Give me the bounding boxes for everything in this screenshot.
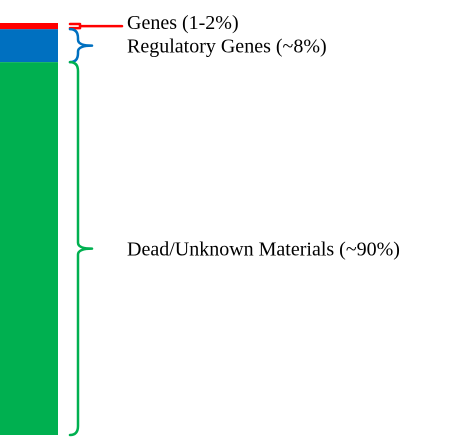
bracket-2 bbox=[68, 27, 94, 64]
bar-segment-3 bbox=[0, 62, 58, 435]
segment-label-3: Dead/Unknown Materials (~90%) bbox=[127, 239, 400, 261]
bracket-3 bbox=[68, 60, 94, 437]
label-group: Genes (1-2%)Regulatory Genes (~8%) Dead/U… bbox=[127, 12, 400, 261]
segment-label-2: Regulatory Genes (~8%) bbox=[127, 36, 327, 58]
bracket-group bbox=[68, 22, 124, 437]
bracket-1 bbox=[68, 22, 124, 30]
bar-group bbox=[0, 23, 58, 435]
bar-segment-2 bbox=[0, 29, 58, 63]
segment-label-1: Genes (1-2%) bbox=[127, 12, 239, 34]
bar-segment-1 bbox=[0, 23, 58, 30]
